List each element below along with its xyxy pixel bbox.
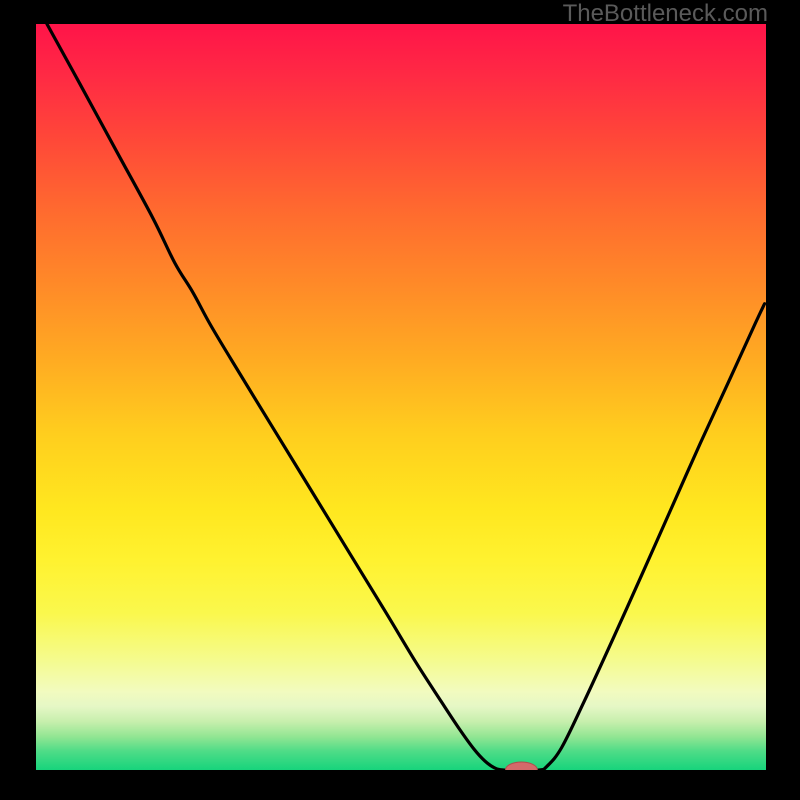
- plot-area: [36, 24, 766, 778]
- chart-stage: TheBottleneck.com: [0, 0, 800, 800]
- chart-svg: [0, 0, 800, 800]
- gradient-background: [36, 24, 766, 770]
